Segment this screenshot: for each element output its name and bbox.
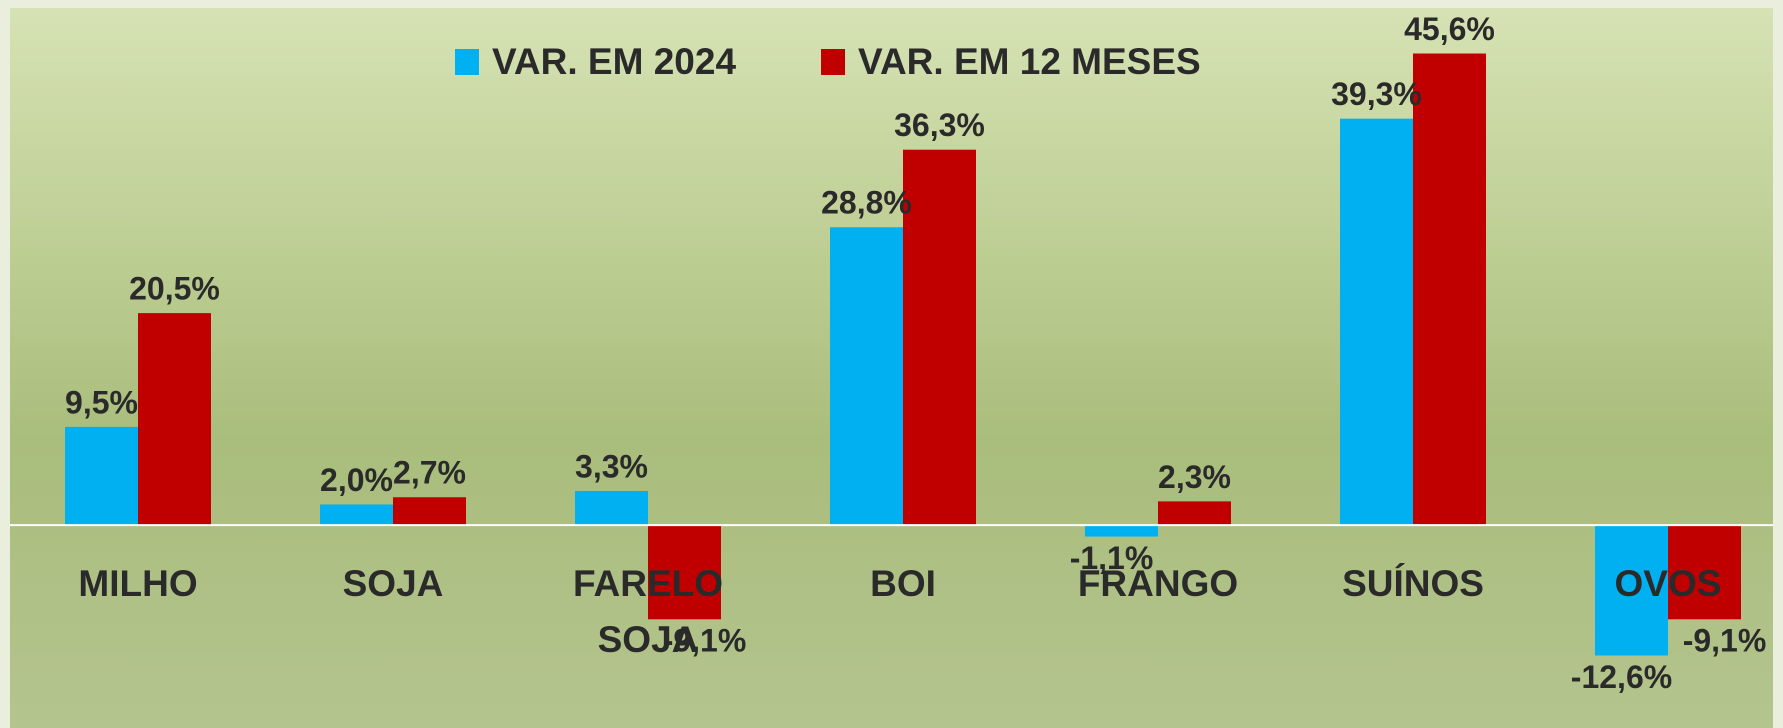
data-label: -1,1% [1070,540,1154,576]
chart: MILHOSOJAFARELOSOJABOIFRANGOSUÍNOSOVOS9,… [0,0,1783,728]
data-label: 36,3% [894,107,985,143]
data-label: 2,3% [1158,459,1231,495]
bar [903,150,976,525]
bar [1340,119,1413,525]
data-label: -12,6% [1571,659,1672,695]
data-label: 9,5% [65,384,138,420]
bar [575,491,648,525]
bar [1158,501,1231,525]
x-tick-label: OVOS [1615,563,1722,604]
data-label: 39,3% [1331,76,1422,112]
x-tick-label: MILHO [78,563,197,604]
data-label: 28,8% [821,185,912,221]
x-tick-label: BOI [870,563,936,604]
data-label: 20,5% [129,271,220,307]
page: MILHOSOJAFARELOSOJABOIFRANGOSUÍNOSOVOS9,… [0,0,1783,728]
bar [393,497,466,525]
legend-swatch [821,49,845,75]
data-label: -9,1% [663,623,747,659]
data-label: 2,0% [320,462,393,498]
bar [1085,525,1158,536]
x-tick-label: SOJA [343,563,444,604]
data-label: 3,3% [575,448,648,484]
bar [830,227,903,525]
bar [1413,54,1486,526]
data-label: -9,1% [1683,623,1767,659]
bar [65,427,138,525]
data-label: 2,7% [393,455,466,491]
bar [138,313,211,525]
x-tick-label: SUÍNOS [1342,563,1484,604]
legend-swatch [455,49,479,75]
legend-label: VAR. EM 12 MESES [858,41,1201,82]
data-label: 45,6% [1404,11,1495,47]
x-tick-label-line: FARELO [573,563,723,604]
legend-label: VAR. EM 2024 [492,41,736,82]
bar [320,504,393,525]
